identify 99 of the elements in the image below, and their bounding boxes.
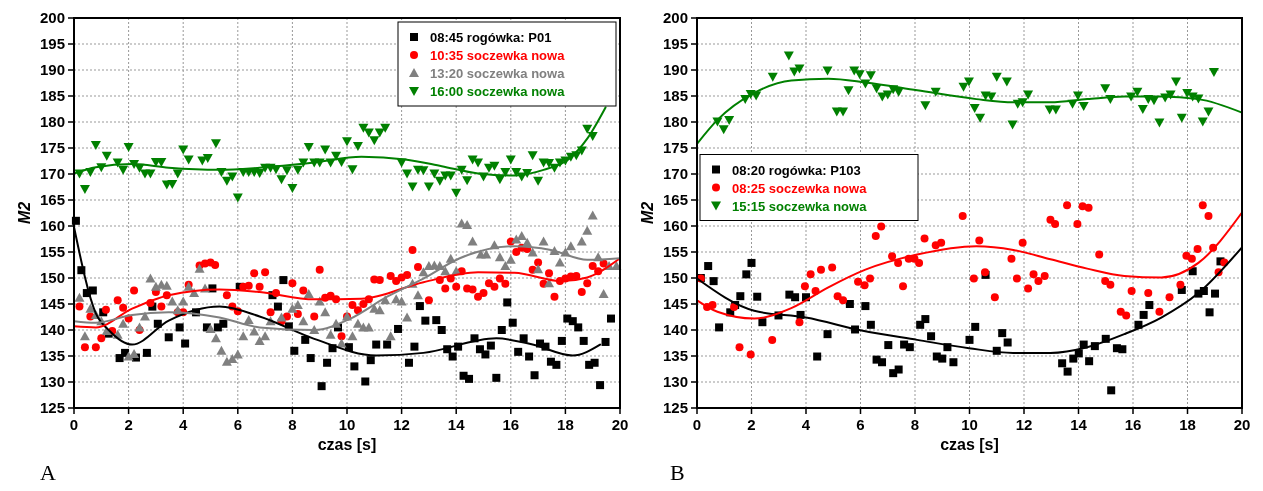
x-tick-label: 18 [1179, 416, 1196, 433]
x-tick-label: 8 [288, 416, 297, 433]
point [920, 101, 931, 111]
y-tick-label: 185 [662, 87, 688, 104]
text: B [670, 460, 685, 485]
point [843, 86, 854, 96]
y-tick-label: 175 [39, 139, 65, 156]
point [1007, 120, 1018, 130]
x-tick-label: 4 [179, 416, 189, 433]
y-tick-label: 130 [662, 373, 688, 390]
x-tick-label: 14 [447, 416, 466, 433]
point [969, 103, 980, 113]
y-tick-label: 195 [39, 35, 65, 52]
y-tick-label: 185 [39, 87, 65, 104]
y-axis-title: M2 [16, 201, 33, 225]
point [1132, 87, 1143, 97]
text: A [40, 460, 56, 485]
y-tick-label: 150 [662, 269, 688, 286]
x-axis-title: czas [s] [940, 436, 999, 453]
y-tick-label: 135 [662, 347, 688, 364]
y-tick-label: 155 [39, 243, 65, 260]
x-tick-label: 0 [69, 416, 79, 433]
legend-label: 13:20 soczewka nowa [430, 66, 566, 81]
x-tick-label: 10 [338, 416, 356, 433]
point [1137, 105, 1148, 114]
line-series [73, 257, 621, 329]
y-tick-label: 160 [39, 217, 65, 234]
legend-label: 10:35 soczewka nowa [430, 48, 566, 63]
y-tick-label: 165 [39, 191, 65, 208]
x-tick-label: 20 [611, 416, 629, 433]
y-tick-label: 175 [662, 139, 688, 156]
x-tick-label: 18 [557, 416, 574, 433]
x-tick-label: 16 [1124, 416, 1142, 433]
y-tick-label: 160 [662, 217, 688, 234]
point [1171, 77, 1182, 87]
point [783, 51, 794, 61]
x-tick-label: 4 [801, 416, 811, 433]
y-tick-label: 125 [39, 399, 65, 416]
legend-label: 08:45 rogówka: P01 [430, 30, 552, 45]
legend-label: 16:00 soczewka nowa [430, 84, 566, 99]
point [838, 107, 849, 117]
point [1203, 107, 1214, 117]
x-tick-label: 0 [692, 416, 702, 433]
x-tick-label: 6 [856, 416, 865, 433]
x-tick-label: 10 [961, 416, 978, 433]
point [822, 66, 833, 76]
point [1165, 90, 1176, 100]
point [991, 72, 1002, 82]
y-tick-label: 140 [39, 321, 65, 338]
point [1208, 68, 1219, 78]
y-tick-label: 145 [39, 295, 65, 312]
legend-label: 08:20 rogówka: P103 [732, 162, 861, 178]
x-tick-label: 16 [502, 416, 520, 433]
x-tick-label: 14 [1070, 416, 1088, 433]
y-tick-label: 200 [39, 9, 65, 26]
y-tick-label: 140 [662, 321, 688, 338]
point [724, 115, 735, 125]
point [1001, 77, 1012, 87]
y-tick-label: 180 [39, 113, 65, 130]
y-tick-label: 165 [662, 191, 688, 208]
x-tick-label: 20 [1233, 416, 1251, 433]
point [865, 71, 876, 81]
point [1072, 91, 1083, 101]
y-axis-title: M2 [639, 201, 656, 225]
y-tick-label: 180 [662, 113, 688, 130]
point [1182, 88, 1193, 98]
y-tick-label: 150 [39, 269, 65, 286]
point [963, 77, 974, 87]
y-tick-label: 125 [662, 399, 688, 416]
point [1100, 84, 1111, 94]
y-tick-label: 170 [662, 165, 688, 182]
point [1078, 101, 1089, 111]
point [794, 64, 805, 74]
x-tick-label: 12 [393, 416, 410, 433]
x-tick-label: 8 [910, 416, 920, 433]
x-tick-label: 6 [233, 416, 242, 433]
x-tick-label: 2 [124, 416, 133, 433]
y-tick-label: 130 [39, 373, 65, 390]
point [975, 113, 986, 123]
y-tick-label: 190 [662, 61, 688, 78]
legend-label: 15:15 soczewka nowa [732, 198, 868, 214]
point [1197, 117, 1208, 127]
y-tick-label: 170 [39, 165, 65, 182]
y-tick-label: 200 [662, 9, 688, 26]
y-tick-label: 195 [662, 35, 688, 52]
y-tick-label: 155 [662, 243, 688, 260]
point [1023, 90, 1034, 100]
y-tick-label: 190 [39, 61, 65, 78]
point [882, 90, 893, 100]
y-tick-label: 145 [662, 295, 688, 312]
legend-label: 08:25 soczewka nowa [732, 180, 868, 196]
y-tick-label: 135 [39, 347, 65, 364]
line-series [696, 211, 1243, 320]
point [1176, 113, 1187, 123]
point [718, 125, 729, 135]
x-axis-title: czas [s] [317, 436, 377, 453]
x-tick-label: 12 [1015, 416, 1033, 433]
x-tick-label: 2 [747, 416, 756, 433]
point [767, 72, 778, 82]
